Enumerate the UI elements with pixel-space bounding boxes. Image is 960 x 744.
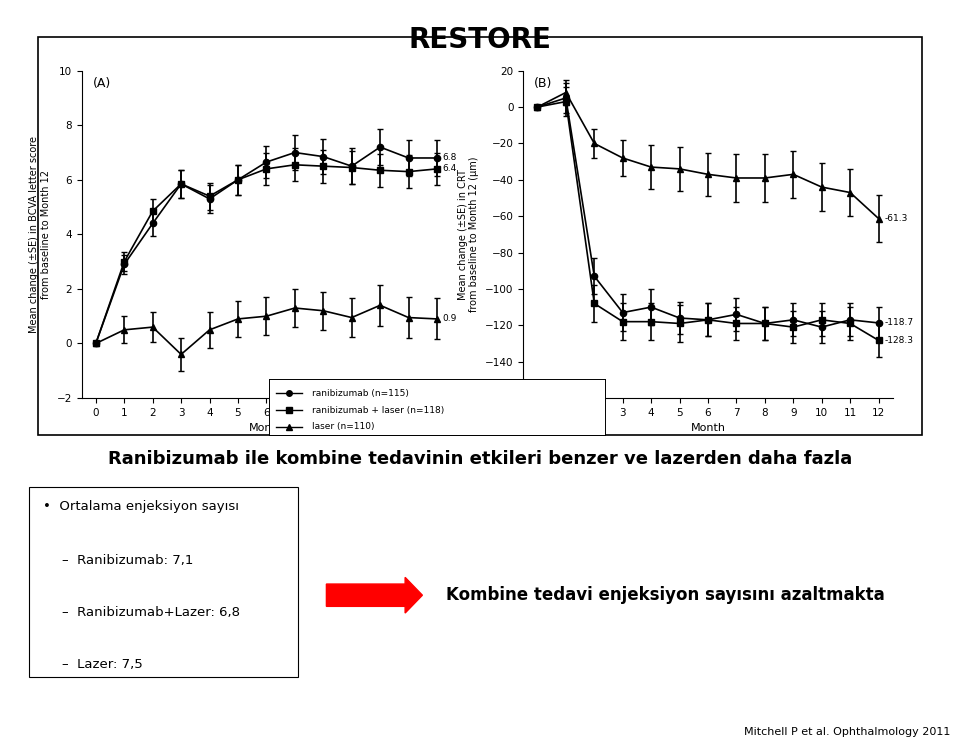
X-axis label: Month: Month bbox=[249, 423, 284, 433]
Text: -118.7: -118.7 bbox=[884, 318, 913, 327]
Text: laser (n=110): laser (n=110) bbox=[313, 423, 375, 432]
Text: Kombine tedavi enjeksiyon sayısını azaltmakta: Kombine tedavi enjeksiyon sayısını azalt… bbox=[446, 586, 885, 604]
Text: Ranibizumab ile kombine tedavinin etkileri benzer ve lazerden daha fazla: Ranibizumab ile kombine tedavinin etkile… bbox=[108, 450, 852, 468]
Text: 6.4: 6.4 bbox=[443, 164, 457, 173]
Text: ranibizumab (n=115): ranibizumab (n=115) bbox=[313, 389, 409, 398]
Text: ranibizumab + laser (n=118): ranibizumab + laser (n=118) bbox=[313, 405, 444, 414]
FancyArrow shape bbox=[326, 577, 422, 613]
Text: -61.3: -61.3 bbox=[884, 214, 907, 223]
Text: (A): (A) bbox=[93, 77, 111, 90]
Text: 0.9: 0.9 bbox=[443, 315, 457, 324]
Text: –  Ranibizumab+Lazer: 6,8: – Ranibizumab+Lazer: 6,8 bbox=[62, 606, 240, 619]
Text: -128.3: -128.3 bbox=[884, 336, 913, 345]
Y-axis label: Mean change (±SE) in BCVA letter score
from baseline to Month 12: Mean change (±SE) in BCVA letter score f… bbox=[30, 136, 51, 333]
Text: Mitchell P et al. Ophthalmology 2011: Mitchell P et al. Ophthalmology 2011 bbox=[744, 727, 950, 737]
Text: –  Lazer: 7,5: – Lazer: 7,5 bbox=[62, 658, 143, 671]
Text: 6.8: 6.8 bbox=[443, 153, 457, 162]
FancyBboxPatch shape bbox=[29, 487, 298, 677]
Text: RESTORE: RESTORE bbox=[409, 26, 551, 54]
Text: (B): (B) bbox=[535, 77, 553, 90]
X-axis label: Month: Month bbox=[690, 423, 726, 433]
FancyBboxPatch shape bbox=[38, 37, 922, 435]
Text: –  Ranibizumab: 7,1: – Ranibizumab: 7,1 bbox=[62, 554, 194, 567]
Y-axis label: Mean change (±SE) in CRT
from baseline to Month 12 (μm): Mean change (±SE) in CRT from baseline t… bbox=[458, 156, 479, 312]
Text: •  Ortalama enjeksiyon sayısı: • Ortalama enjeksiyon sayısı bbox=[43, 500, 239, 513]
